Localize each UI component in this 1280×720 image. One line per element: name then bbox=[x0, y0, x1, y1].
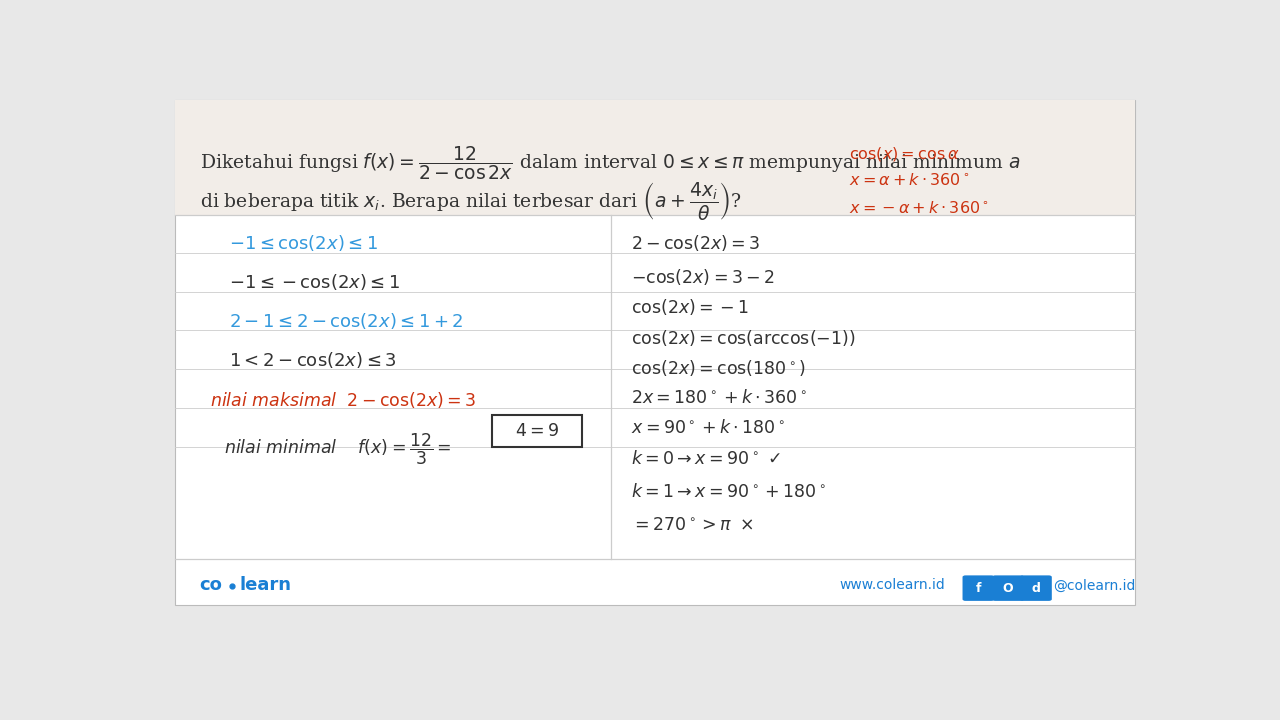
FancyBboxPatch shape bbox=[1020, 575, 1052, 601]
Text: $x = \alpha + k \cdot 360^\circ$: $x = \alpha + k \cdot 360^\circ$ bbox=[850, 172, 970, 189]
Text: learn: learn bbox=[239, 576, 292, 595]
Text: $= 270^\circ > \pi\ \times$: $= 270^\circ > \pi\ \times$ bbox=[631, 516, 754, 534]
Text: $k=1 \rightarrow x = 90^\circ + 180^\circ$: $k=1 \rightarrow x = 90^\circ + 180^\cir… bbox=[631, 483, 827, 501]
Text: $\cos(2x) = \cos(\arccos(-1))$: $\cos(2x) = \cos(\arccos(-1))$ bbox=[631, 328, 856, 348]
Text: $\cos(2x) = -1$: $\cos(2x) = -1$ bbox=[631, 297, 749, 317]
Text: Diketahui fungsi $f(x) = \dfrac{12}{2 - \cos 2x}$ dalam interval $0 \leq x \leq : Diketahui fungsi $f(x) = \dfrac{12}{2 - … bbox=[200, 145, 1020, 182]
Text: $x = -\alpha + k \cdot 360^\circ$: $x = -\alpha + k \cdot 360^\circ$ bbox=[850, 200, 989, 216]
Text: O: O bbox=[1002, 582, 1014, 595]
Text: co: co bbox=[200, 576, 223, 595]
Text: $\cos(2x) = \cos(180^\circ)$: $\cos(2x) = \cos(180^\circ)$ bbox=[631, 358, 806, 378]
Text: @colearn.id: @colearn.id bbox=[1053, 578, 1135, 593]
Text: $2 - 1 \leq 2 - \cos(2x) \leq 1 + 2$: $2 - 1 \leq 2 - \cos(2x) \leq 1 + 2$ bbox=[229, 311, 463, 331]
Bar bbox=[175, 100, 1135, 215]
Text: $-1 \leq -\cos(2x) \leq 1$: $-1 \leq -\cos(2x) \leq 1$ bbox=[229, 272, 401, 292]
Text: nilai minimal    $f(x) = \dfrac{12}{3} =$: nilai minimal $f(x) = \dfrac{12}{3} =$ bbox=[224, 431, 452, 467]
Text: nilai maksimal  $2 - \cos(2x) = 3$: nilai maksimal $2 - \cos(2x) = 3$ bbox=[210, 390, 476, 410]
Text: $-\cos(2x) = 3 - 2$: $-\cos(2x) = 3 - 2$ bbox=[631, 266, 774, 287]
Bar bbox=[493, 415, 581, 446]
Text: d: d bbox=[1032, 582, 1041, 595]
Text: $-1 \leq \cos(2x) \leq 1$: $-1 \leq \cos(2x) \leq 1$ bbox=[229, 233, 379, 253]
Text: $2 - \cos(2x) = 3$: $2 - \cos(2x) = 3$ bbox=[631, 233, 760, 253]
Text: $2x = 180^\circ + k \cdot 360^\circ$: $2x = 180^\circ + k \cdot 360^\circ$ bbox=[631, 389, 808, 407]
Text: $4 = 9$: $4 = 9$ bbox=[515, 422, 559, 440]
Text: www.colearn.id: www.colearn.id bbox=[840, 578, 945, 593]
Text: $x = 90^\circ + k \cdot 180^\circ$: $x = 90^\circ + k \cdot 180^\circ$ bbox=[631, 419, 786, 437]
Text: di beberapa titik $x_i$. Berapa nilai terbesar dari $\left(a + \dfrac{4x_i}{\the: di beberapa titik $x_i$. Berapa nilai te… bbox=[200, 181, 741, 222]
Text: f: f bbox=[975, 582, 982, 595]
Text: $\cos(x) = \cos\alpha$: $\cos(x) = \cos\alpha$ bbox=[850, 145, 960, 163]
FancyBboxPatch shape bbox=[963, 575, 995, 601]
Text: $1 < 2 - \cos(2x) \leq 3$: $1 < 2 - \cos(2x) \leq 3$ bbox=[229, 350, 397, 370]
FancyBboxPatch shape bbox=[175, 100, 1135, 605]
FancyBboxPatch shape bbox=[992, 575, 1024, 601]
Text: $k=0 \rightarrow x = 90^\circ\ \checkmark$: $k=0 \rightarrow x = 90^\circ\ \checkmar… bbox=[631, 449, 781, 467]
